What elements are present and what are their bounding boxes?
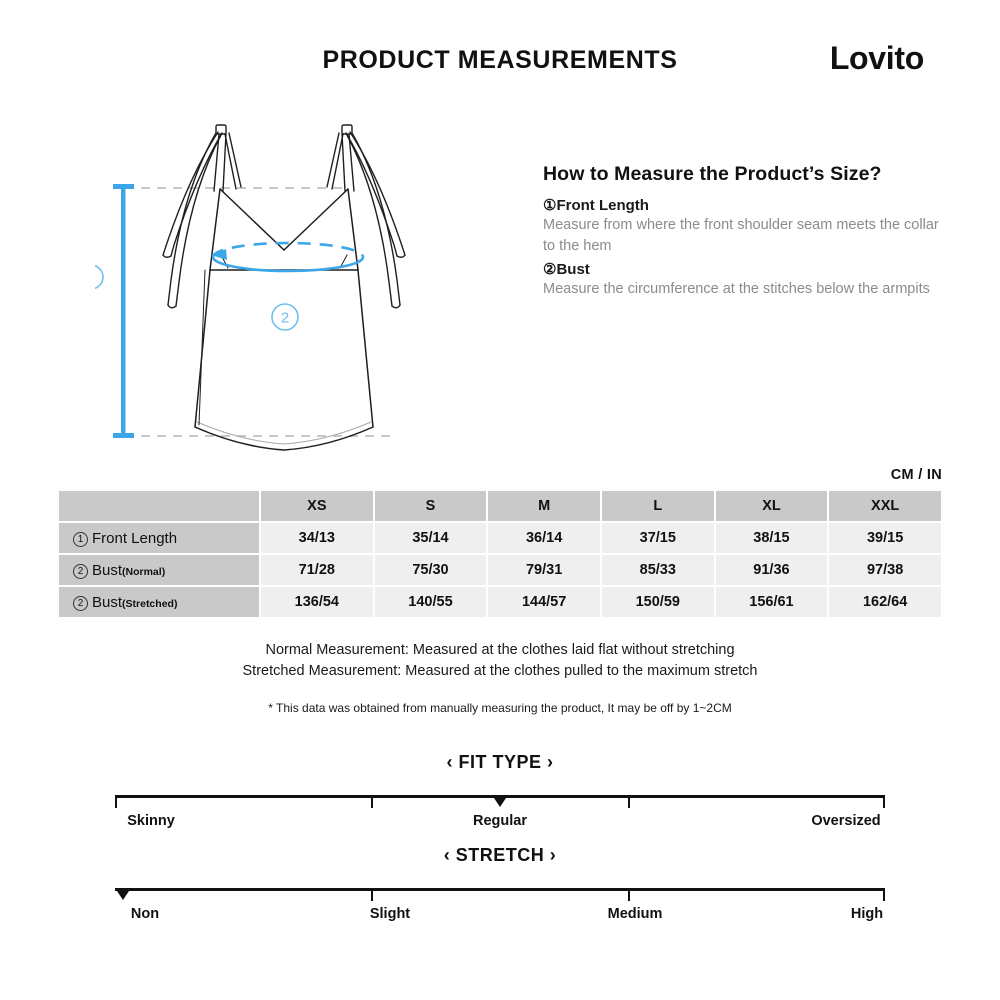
cell-bust-normal-xs: 71/28: [261, 555, 373, 585]
garment-illustration: 1: [78, 105, 475, 465]
measure-item-term-bust: ②Bust: [543, 260, 943, 278]
fit-type-selected-marker: [492, 795, 508, 807]
row-label-sub: (Stretched): [122, 597, 178, 610]
stretch-label-high: High: [850, 906, 884, 922]
size-measurement-table: XS S M L XL XXL 1 Front Length 34/13 35/1…: [57, 489, 943, 619]
stretch-selected-marker: [115, 888, 131, 900]
stretch-axis-line: [115, 888, 885, 891]
bust-measure: [211, 241, 365, 273]
row-marker-icon: 2: [73, 595, 88, 611]
size-header-xxl: XXL: [829, 491, 941, 521]
row-label-text: Bust: [92, 593, 123, 611]
table-header-row: XS S M L XL XXL: [59, 491, 941, 521]
size-header-xs: XS: [261, 491, 373, 521]
fit-type-tick-0: [115, 795, 117, 808]
cell-bust-normal-m: 79/31: [488, 555, 600, 585]
stretch-scale: ‹ STRETCH › Non Slight Medium High: [0, 845, 1000, 926]
size-header-s: S: [374, 491, 487, 521]
measure-marker-1: ①: [543, 197, 557, 214]
fit-type-title: ‹ FIT TYPE ›: [446, 752, 554, 772]
left-tie-strap: [162, 124, 242, 309]
svg-text:2: 2: [281, 310, 289, 327]
garment-outline: [194, 188, 374, 451]
row-label-front-length: 1 Front Length: [59, 523, 259, 553]
fit-type-label-regular: Regular: [473, 813, 527, 829]
fit-type-label-skinny: Skinny: [127, 813, 175, 829]
stretch-tick-1: [371, 888, 373, 901]
garment-diagram-svg: 1: [78, 124, 406, 451]
fit-type-axis: [115, 787, 885, 809]
cell-bust-stretched-m: 144/57: [488, 587, 600, 617]
cell-front-length-xs: 34/13: [261, 523, 373, 553]
table-row: 1 Front Length 34/13 35/14 36/14 37/15 38…: [59, 523, 941, 553]
stretch-tick-3: [883, 888, 885, 901]
how-to-measure-panel: How to Measure the Product’s Size? ①Fron…: [543, 163, 943, 300]
size-header-m: M: [488, 491, 600, 521]
cell-bust-stretched-xl: 156/61: [715, 587, 828, 617]
bust-marker: 2: [271, 303, 299, 331]
fit-type-label-oversized: Oversized: [811, 813, 881, 829]
measure-term-1: Front Length: [556, 197, 649, 214]
row-label-sub: (Normal): [122, 565, 166, 578]
table-row: 2 Bust(Stretched) 136/54 140/55 144/57 15…: [59, 587, 941, 617]
right-tie-strap: [326, 124, 406, 309]
how-to-measure-title: How to Measure the Product’s Size?: [543, 163, 882, 185]
fit-type-scale: ‹ FIT TYPE › Skinny Regular Oversized: [0, 752, 1000, 833]
fit-type-labels: Skinny Regular Oversized: [115, 813, 885, 833]
measure-marker-2: ②: [543, 260, 557, 278]
note-normal-measurement: Normal Measurement: Measured at the clot…: [265, 642, 735, 658]
fit-type-tick-3: [883, 795, 885, 808]
measure-term-2: Bust: [556, 260, 590, 278]
front-length-measure: [113, 184, 134, 438]
brand-logo: Lovito: [829, 40, 924, 76]
row-marker-icon: 2: [73, 563, 88, 579]
cell-bust-normal-xxl: 97/38: [829, 555, 941, 585]
cell-front-length-xxl: 39/15: [829, 523, 941, 553]
table-corner-cell: [59, 491, 259, 521]
cell-bust-normal-l: 85/33: [601, 555, 714, 585]
stretch-label-slight: Slight: [369, 906, 411, 922]
stretch-tick-2: [628, 888, 630, 901]
fit-type-tick-2: [628, 795, 630, 808]
size-header-l: L: [601, 491, 714, 521]
cell-bust-stretched-l: 150/59: [601, 587, 714, 617]
unit-label: CM / IN: [890, 467, 942, 483]
row-label-text: Bust: [92, 561, 123, 579]
cell-front-length-xl: 38/15: [715, 523, 828, 553]
row-label-text: Front Length: [92, 529, 178, 547]
size-header-xl: XL: [715, 491, 828, 521]
cell-bust-stretched-s: 140/55: [374, 587, 487, 617]
cell-bust-stretched-xs: 136/54: [261, 587, 373, 617]
measurement-notes: Normal Measurement: Measured at the clot…: [0, 640, 1000, 715]
row-label-bust-stretched: 2 Bust(Stretched): [59, 587, 259, 617]
note-disclaimer: * This data was obtained from manually m…: [268, 700, 732, 715]
stretch-axis: [115, 880, 885, 902]
stretch-title: ‹ STRETCH ›: [443, 845, 557, 865]
measure-item-term-front-length: ①Front Length: [543, 196, 943, 214]
fit-type-tick-1: [371, 795, 373, 808]
table-row: 2 Bust(Normal) 71/28 75/30 79/31 85/33 91…: [59, 555, 941, 585]
cell-front-length-s: 35/14: [374, 523, 487, 553]
cell-bust-stretched-xxl: 162/64: [829, 587, 941, 617]
measure-item-desc-bust: Measure the circumference at the stitche…: [543, 280, 930, 297]
cell-front-length-l: 37/15: [601, 523, 714, 553]
stretch-label-medium: Medium: [607, 906, 663, 922]
stretch-labels: Non Slight Medium High: [115, 906, 885, 926]
front-length-marker: 1: [78, 264, 104, 290]
note-stretched-measurement: Stretched Measurement: Measured at the c…: [242, 663, 758, 680]
row-label-bust-normal: 2 Bust(Normal): [59, 555, 259, 585]
cell-bust-normal-xl: 91/36: [715, 555, 828, 585]
measure-item-desc-front-length: Measure from where the front shoulder se…: [543, 217, 939, 255]
row-marker-icon: 1: [73, 531, 88, 547]
cell-front-length-m: 36/14: [488, 523, 600, 553]
page-title: PRODUCT MEASUREMENTS: [322, 46, 678, 74]
cell-bust-normal-s: 75/30: [374, 555, 487, 585]
stretch-label-non: Non: [130, 906, 160, 922]
